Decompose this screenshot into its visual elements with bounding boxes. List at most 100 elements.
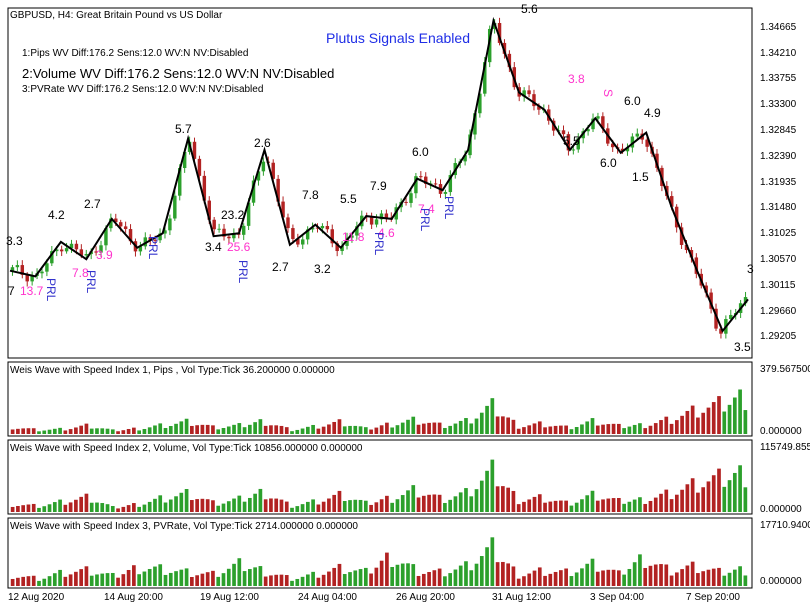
signals-banner: Plutus Signals Enabled xyxy=(326,30,470,46)
weis-wave-bar xyxy=(706,481,711,512)
weis-wave-bar xyxy=(659,493,663,512)
candle-bear xyxy=(684,244,689,251)
weis-wave-bars-2 xyxy=(10,459,748,512)
weis-wave-bar xyxy=(669,575,674,586)
weis-wave-bar xyxy=(390,502,395,512)
wave-label: 3 xyxy=(747,262,754,276)
weis-wave-bar xyxy=(411,485,416,512)
weis-wave-bar xyxy=(374,427,379,434)
candle-bear xyxy=(271,162,275,179)
price-tick: 1.31480 xyxy=(760,202,797,213)
weis-wave-bar xyxy=(300,428,305,434)
weis-wave-bar xyxy=(601,570,605,586)
weis-wave-bar xyxy=(16,506,20,512)
weis-wave-bar xyxy=(327,498,331,512)
time-tick: 24 Aug 04:00 xyxy=(298,592,357,603)
weis-wave-bar xyxy=(95,574,99,586)
weis-wave-bar xyxy=(559,570,563,586)
candle-bull xyxy=(414,176,418,194)
main-price-pane[interactable] xyxy=(7,7,753,359)
weis-wave-bar xyxy=(190,500,194,512)
candle-bear xyxy=(128,229,133,242)
signal-label: 25.6 xyxy=(227,240,251,254)
candle-bear xyxy=(527,90,531,95)
wave-label: 3.3 xyxy=(6,234,23,248)
weis-wave-bar xyxy=(416,575,421,586)
weis-wave-bar xyxy=(369,429,373,434)
weis-wave-bar xyxy=(706,569,711,586)
weis-wave-bar xyxy=(116,431,120,434)
candle-bull xyxy=(448,175,453,193)
candle-bear xyxy=(601,116,605,129)
indicator-pane-1[interactable] xyxy=(7,361,753,437)
weis-wave-bar xyxy=(690,478,695,512)
wave-label: 6.0 xyxy=(412,145,429,159)
weis-wave-bar xyxy=(342,574,347,586)
candle-bull xyxy=(522,90,526,97)
weis-wave-bar xyxy=(158,495,163,512)
prl-label: PRL xyxy=(442,196,456,220)
weis-wave-bar xyxy=(590,490,595,512)
wave-label: 5.5 xyxy=(340,192,357,206)
candle-bear xyxy=(207,200,211,220)
indicator-3-max: 17710.9400 xyxy=(760,520,810,531)
weis-wave-bar xyxy=(580,499,584,512)
weis-wave-bar xyxy=(37,431,41,434)
weis-wave-bar xyxy=(42,578,47,586)
weis-wave-bar xyxy=(458,565,463,586)
candle-bull xyxy=(310,227,315,230)
wave-label: 2.7 xyxy=(84,197,101,211)
weis-wave-bar xyxy=(464,418,468,434)
wave-label: 2.6 xyxy=(254,136,271,150)
weis-wave-bar xyxy=(110,572,115,586)
weis-wave-bar xyxy=(258,566,263,586)
weis-wave-bar xyxy=(195,575,199,586)
weis-wave-bar xyxy=(374,567,379,586)
candle-bull xyxy=(586,129,590,132)
weis-wave-bar xyxy=(722,575,727,586)
weis-wave-bar xyxy=(411,416,416,434)
candle-bear xyxy=(192,141,197,159)
weis-wave-bar xyxy=(453,423,458,434)
weis-wave-bar xyxy=(316,504,321,512)
weis-wave-bar xyxy=(200,498,205,512)
weis-wave-bar xyxy=(674,494,679,512)
weis-wave-bar xyxy=(295,429,300,434)
weis-wave-bar xyxy=(617,497,621,512)
weis-wave-bar xyxy=(63,576,68,586)
weis-wave-bar xyxy=(595,500,600,512)
candle-bear xyxy=(709,292,713,309)
weis-wave-bar xyxy=(63,504,68,512)
candle-bear xyxy=(507,53,512,68)
weis-wave-bar xyxy=(564,568,568,586)
weis-wave-bar xyxy=(385,552,389,586)
candle-bull xyxy=(596,116,600,119)
weis-wave-bar xyxy=(632,562,637,586)
weis-wave-bar xyxy=(121,506,126,512)
weis-wave-bar xyxy=(732,569,737,586)
weis-wave-bar xyxy=(100,428,105,434)
weis-wave-bar xyxy=(732,397,737,434)
candle-bear xyxy=(655,153,659,168)
candle-bull xyxy=(10,267,15,271)
weis-wave-bar xyxy=(437,422,442,434)
weis-wave-bar xyxy=(163,574,168,586)
weis-wave-bar xyxy=(743,575,748,586)
weis-wave-bar xyxy=(26,428,31,434)
weis-wave-bar xyxy=(42,506,47,512)
weis-wave-bar xyxy=(216,429,221,434)
wave-label: 23.2 xyxy=(221,208,245,222)
weis-wave-bar xyxy=(611,423,616,434)
weis-wave-bar xyxy=(205,499,210,512)
indicator-pane-2[interactable] xyxy=(7,439,753,515)
weis-wave-bar xyxy=(474,418,479,434)
candle-bull xyxy=(173,195,177,219)
weis-wave-bar xyxy=(501,561,505,586)
weis-wave-bar xyxy=(374,502,379,512)
weis-wave-bar xyxy=(685,565,690,586)
weis-wave-bar xyxy=(211,570,215,586)
weis-wave-bar xyxy=(26,576,31,586)
price-tick: 1.30570 xyxy=(760,254,797,265)
